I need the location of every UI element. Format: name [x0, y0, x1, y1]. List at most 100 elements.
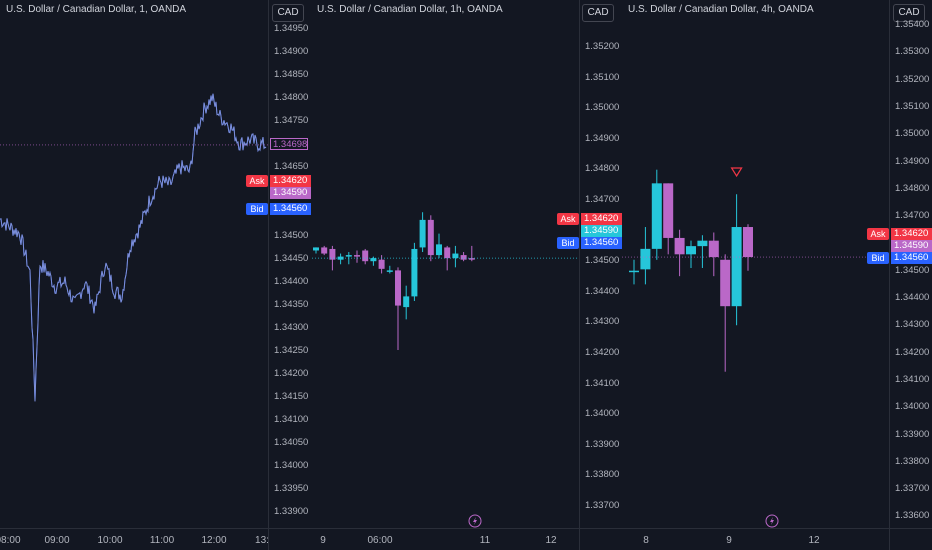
candle-4h-body [651, 183, 662, 249]
ask-price-tag: 1.34620 [581, 213, 622, 225]
price-tick-label: 1.34200 [895, 346, 930, 358]
chart-title-4h: U.S. Dollar / Canadian Dollar, 4h, OANDA [628, 4, 814, 15]
panel-divider[interactable] [579, 0, 580, 550]
candle-1h-body [313, 247, 319, 251]
bid-price-tag: 1.34560 [581, 237, 622, 249]
time-tick-label: 9 [320, 535, 326, 546]
sell-signal-marker [730, 167, 743, 178]
price-tick-label: 1.34100 [895, 373, 930, 385]
price-tick-label: 1.34050 [274, 437, 309, 448]
candle-1h-body [378, 259, 385, 269]
bid-price-tag: 1.34560 [270, 203, 311, 215]
price-tick-label: 1.33700 [895, 483, 930, 495]
candle-1h-body [436, 244, 442, 256]
time-tick-label: 08:00 [0, 535, 21, 546]
currency-button[interactable]: CAD [272, 4, 304, 22]
candle-1h-body [403, 296, 410, 308]
candle-4h-body [663, 183, 674, 238]
ask-tag-label: Ask [557, 213, 579, 225]
time-tick-label: 12:00 [201, 535, 227, 546]
time-tick-label: 11:00 [149, 535, 175, 546]
mid-price-tag: 1.34590 [891, 240, 932, 252]
time-tick-label: 8 [643, 535, 649, 546]
price-tick-label: 1.34350 [274, 299, 309, 310]
price-tick-label: 1.33600 [895, 510, 930, 522]
candle-1h-body [460, 255, 467, 260]
time-tick-label: 12 [808, 535, 820, 546]
price-tick-label: 1.34900 [585, 132, 620, 144]
price-tick-label: 1.34400 [274, 276, 309, 287]
price-tick-label: 1.33900 [585, 438, 620, 450]
price-tick-label: 1.34400 [585, 285, 620, 297]
time-tick-label: 12 [545, 535, 557, 546]
price-tick-label: 1.33900 [895, 428, 930, 440]
lightning-icon[interactable] [468, 514, 482, 528]
currency-button[interactable]: CAD [893, 4, 925, 22]
price-tick-label: 1.35100 [895, 100, 930, 112]
price-tick-label: 1.34000 [274, 460, 309, 471]
last-price-tag: 1.34698 [270, 138, 308, 150]
candle-1h-body [468, 258, 475, 260]
candle-1h-body [370, 258, 377, 262]
candle-4h-body [743, 227, 753, 258]
price-tick-label: 1.34400 [895, 292, 930, 303]
panel-divider[interactable] [268, 0, 269, 550]
price-tick-label: 1.35200 [895, 73, 930, 85]
price-tick-label: 1.34800 [895, 182, 930, 194]
lightning-icon[interactable] [765, 514, 779, 528]
time-tick-label: 13: [255, 535, 269, 546]
candle-4h-body [674, 237, 685, 255]
price-tick-label: 1.35000 [895, 128, 930, 140]
price-tick-label: 1.34300 [585, 316, 620, 328]
price-tick-label: 1.35100 [585, 71, 620, 83]
candle-1h-body [354, 255, 360, 257]
price-tick-label: 1.34450 [274, 253, 309, 264]
mid-price-tag: 1.34590 [581, 225, 622, 237]
candle-1h-body [452, 253, 459, 259]
candle-4h-body [708, 240, 719, 258]
price-tick-label: 1.35300 [895, 46, 930, 58]
time-axis-border [0, 528, 932, 529]
price-tick-label: 1.34800 [274, 92, 309, 103]
price-tick-label: 1.34800 [585, 163, 620, 175]
time-tick-label: 11 [479, 535, 491, 546]
panel-divider[interactable] [889, 0, 890, 550]
price-tick-label: 1.35400 [895, 19, 930, 30]
price-tick-label: 1.34850 [274, 69, 309, 80]
candle-4h-body [686, 246, 696, 255]
price-tick-label: 1.34100 [274, 414, 309, 425]
ask-tag-label: Ask [246, 175, 268, 187]
time-tick-label: 09:00 [44, 535, 70, 546]
ask-price-tag: 1.34620 [270, 175, 311, 187]
price-tick-label: 1.34900 [274, 46, 309, 57]
price-tick-label: 1.35000 [585, 102, 620, 114]
price-tick-label: 1.34500 [274, 230, 309, 241]
price-tick-label: 1.34500 [585, 255, 620, 267]
candle-1h-body [411, 248, 418, 297]
candle-1h-body [386, 270, 393, 272]
ask-price-tag: 1.34620 [891, 228, 932, 240]
candle-1h-body [395, 270, 401, 306]
candle-1h-body [337, 256, 344, 260]
bid-tag-label: Bid [867, 252, 889, 264]
candle-1h-body [444, 247, 451, 259]
time-tick-label: 9 [726, 535, 732, 546]
candle-4h-body [629, 270, 639, 273]
candle-4h-body [720, 259, 731, 307]
currency-button[interactable]: CAD [582, 4, 614, 22]
candle-1h-body [345, 255, 352, 257]
time-tick-label: 06:00 [367, 535, 393, 546]
price-tick-label: 1.35200 [585, 41, 620, 52]
candle-1h-body [362, 250, 369, 262]
candle-1h-body [321, 247, 328, 254]
price-tick-label: 1.34650 [274, 161, 309, 172]
price-tick-label: 1.34700 [585, 194, 620, 205]
price-tick-label: 1.34900 [895, 155, 930, 167]
chart-title-1m: U.S. Dollar / Canadian Dollar, 1, OANDA [6, 4, 187, 15]
price-tick-label: 1.33900 [274, 506, 309, 517]
price-tick-label: 1.34950 [274, 23, 309, 34]
price-tick-label: 1.33700 [585, 500, 620, 511]
candle-1h-body [427, 219, 434, 256]
price-tick-label: 1.34500 [895, 264, 930, 276]
price-tick-label: 1.34000 [585, 408, 620, 420]
